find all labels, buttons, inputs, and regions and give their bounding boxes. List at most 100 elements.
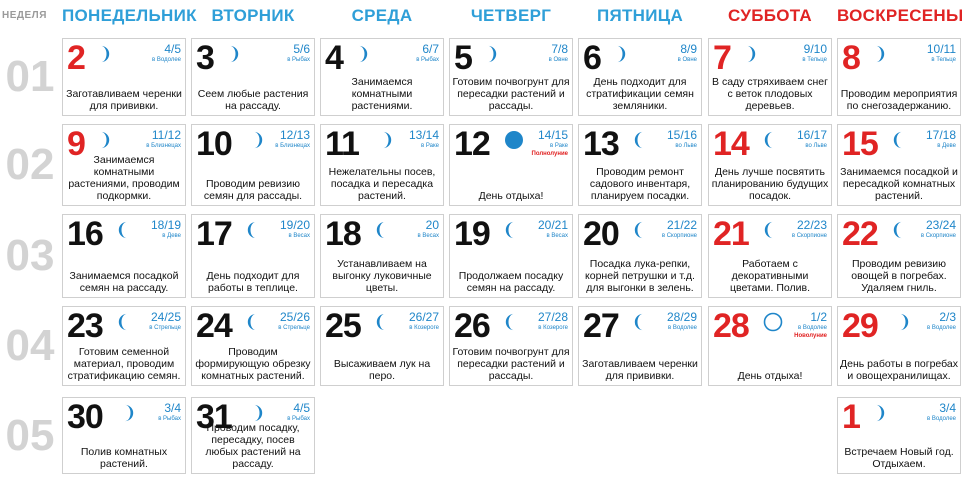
date-number: 4 [325,39,344,77]
gardening-advice: Проводим ревизию семян для рассады. [203,178,303,202]
day-header-tue: ВТОРНИК [211,6,295,25]
day-cell[interactable]: 11 13/14 в Раке Нежелательны посев, посадка… [320,124,444,206]
day-cell[interactable]: 3 5/6 в Рыбах Сеем любые растения на рассад… [191,38,315,116]
day-cell[interactable]: 27 28/29 в Водолее Заготавливаем черенки дл… [578,306,702,386]
zodiac-sign: в Козероге [409,325,439,331]
lunar-day: 3/4 [164,401,181,415]
gardening-advice: День подходит для стратификации семян зе… [586,76,694,112]
day-cell[interactable]: 8 10/11 в Тельце Проводим мероприятия по сн… [837,38,961,116]
lunar-day: 23/24 [925,218,956,232]
day-cell[interactable]: 6 8/9 в Овне День подходит для стратификаци… [578,38,702,116]
zodiac-sign: в Рыбах [416,57,439,63]
day-cell[interactable]: 7 9/10 в Тельце В саду стряхиваем снег с ве… [708,38,832,116]
gardening-advice: Занимаемся комнатными растениями. [351,76,413,112]
moon-waning-crescent-icon [246,313,264,331]
zodiac-sign: во Льве [805,143,827,149]
gardening-advice: Проводим посадку, пересадку, посев любых… [205,422,301,470]
lunar-day: 28/29 [666,310,697,324]
lunar-day: 7/8 [551,42,568,56]
day-cell[interactable]: 30 3/4 в Рыбах Полив комнатных растений. [62,397,186,474]
zodiac-sign: в Скорпионе [791,233,827,239]
lunar-day: 8/9 [680,42,697,56]
day-cell[interactable]: 16 18/19 в Деве Занимаемся посадкой семян н… [62,214,186,298]
day-cell[interactable]: 24 25/26 в Стрельце Проводим формирующую об… [191,306,315,386]
gardening-advice: Высаживаем лук на перо. [333,358,431,382]
day-cell[interactable]: 22 23/24 в Скорпионе Проводим ревизию овоще… [837,214,961,298]
zodiac-sign: в Весах [546,233,568,239]
zodiac-sign: в Деве [162,233,181,239]
gardening-advice: Посадка лука-репки, корней петрушки и т.… [585,258,695,294]
date-number: 7 [713,39,732,77]
moon-waxing-crescent-icon [351,45,369,63]
lunar-day: 4/5 [164,42,181,56]
day-cell[interactable]: 4 6/7 в Рыбах Занимаемся комнатными растени… [320,38,444,116]
day-cell[interactable]: 15 17/18 в Деве Занимаемся посадкой и перес… [837,124,961,206]
moon-waxing-crescent-icon [868,45,886,63]
day-cell[interactable]: 2 4/5 в Водолее Заготавливаем черенки для п… [62,38,186,116]
date-number: 3 [196,39,215,77]
date-number: 28 [713,307,750,345]
day-cell[interactable]: 12 14/15 в Раке Полнолуние День отдыха! [449,124,573,206]
lunar-day: 14/15 [537,128,568,142]
moon-waning-crescent-icon [504,221,522,239]
day-cell[interactable]: 14 16/17 во Льве День лучше посвятить плани… [708,124,832,206]
lunar-day: 22/23 [796,218,827,232]
day-cell[interactable]: 13 15/16 во Льве Проводим ремонт садового и… [578,124,702,206]
gardening-advice: Заготавливаем черенки для прививки. [66,88,182,112]
moon-waxing-crescent-icon [246,404,264,422]
moon-full-icon [504,130,524,150]
lunar-day: 20/21 [537,218,568,232]
gardening-advice: Готовим почвогрунт для пересадки растени… [452,346,570,382]
date-number: 29 [842,307,879,345]
day-cell[interactable]: 1 3/4 в Водолее Встречаем Новый год. Отдыха… [837,397,961,474]
day-cell[interactable]: 20 21/22 в Скорпионе Посадка лука-репки, ко… [578,214,702,298]
day-cell[interactable]: 25 26/27 в Козероге Высаживаем лук на перо. [320,306,444,386]
date-number: 24 [196,307,233,345]
lunar-day: 10/11 [926,42,956,56]
gardening-advice: Занимаемся посадкой и пересадкой комнатн… [840,166,958,202]
day-cell[interactable]: 5 7/8 в Овне Готовим почвогрунт для пересад… [449,38,573,116]
date-number: 8 [842,39,861,77]
moon-waning-crescent-icon [246,221,264,239]
day-header-sat: СУББОТА [728,6,812,25]
day-cell[interactable]: 28 1/2 в Водолее Новолуние День отдыха! [708,306,832,386]
date-number: 12 [454,125,491,163]
lunar-day: 6/7 [422,42,439,56]
day-cell[interactable]: 10 12/13 в Близнецах Проводим ревизию семян… [191,124,315,206]
moon-waxing-crescent-icon [868,404,886,422]
day-cell[interactable]: 31 4/5 в Рыбах Проводим посадку, пересадку,… [191,397,315,474]
lunar-day: 19/20 [279,218,310,232]
day-cell[interactable]: 29 2/3 в Водолее День работы в погребах и о… [837,306,961,386]
date-number: 9 [67,125,86,163]
lunar-day: 12/13 [279,128,310,142]
date-number: 14 [713,125,750,163]
zodiac-sign: в Весах [417,233,439,239]
lunar-day: 1/2 [810,310,827,324]
day-cell[interactable]: 19 20/21 в Весах Продолжаем посадку семян н… [449,214,573,298]
zodiac-sign: в Водолее [927,416,956,422]
day-cell[interactable]: 9 11/12 в Близнецах Занимаемся комнатными р… [62,124,186,206]
lunar-day: 27/28 [537,310,568,324]
gardening-advice: Встречаем Новый год. Отдыхаем. [844,446,954,470]
zodiac-sign: в Близнецах [275,143,310,149]
day-cell[interactable]: 17 19/20 в Весах День подходит для работы в… [191,214,315,298]
date-number: 26 [454,307,491,345]
date-number: 23 [67,307,104,345]
day-cell[interactable]: 23 24/25 в Стрельце Готовим семенной матери… [62,306,186,386]
moon-waxing-crescent-icon [609,45,627,63]
date-number: 1 [842,398,861,436]
day-header-mon: ПОНЕДЕЛЬНИК [62,6,197,25]
zodiac-sign: в Весах [288,233,310,239]
day-cell[interactable]: 18 20 в Весах Устанавливаем на выгонку луко… [320,214,444,298]
moon-waning-crescent-icon [633,221,651,239]
gardening-advice: День отдыха! [478,190,544,202]
zodiac-sign: в Водолее [152,57,181,63]
day-cell[interactable]: 21 22/23 в Скорпионе Работаем с декоративны… [708,214,832,298]
day-cell[interactable]: 26 27/28 в Козероге Готовим почвогрунт для … [449,306,573,386]
moon-waning-crescent-icon [892,221,910,239]
date-number: 6 [583,39,602,77]
gardening-advice: Занимаемся посадкой семян на рассаду. [69,270,179,294]
zodiac-sign: в Скорпионе [661,233,697,239]
gardening-advice: Заготавливаем черенки для прививки. [582,358,698,382]
